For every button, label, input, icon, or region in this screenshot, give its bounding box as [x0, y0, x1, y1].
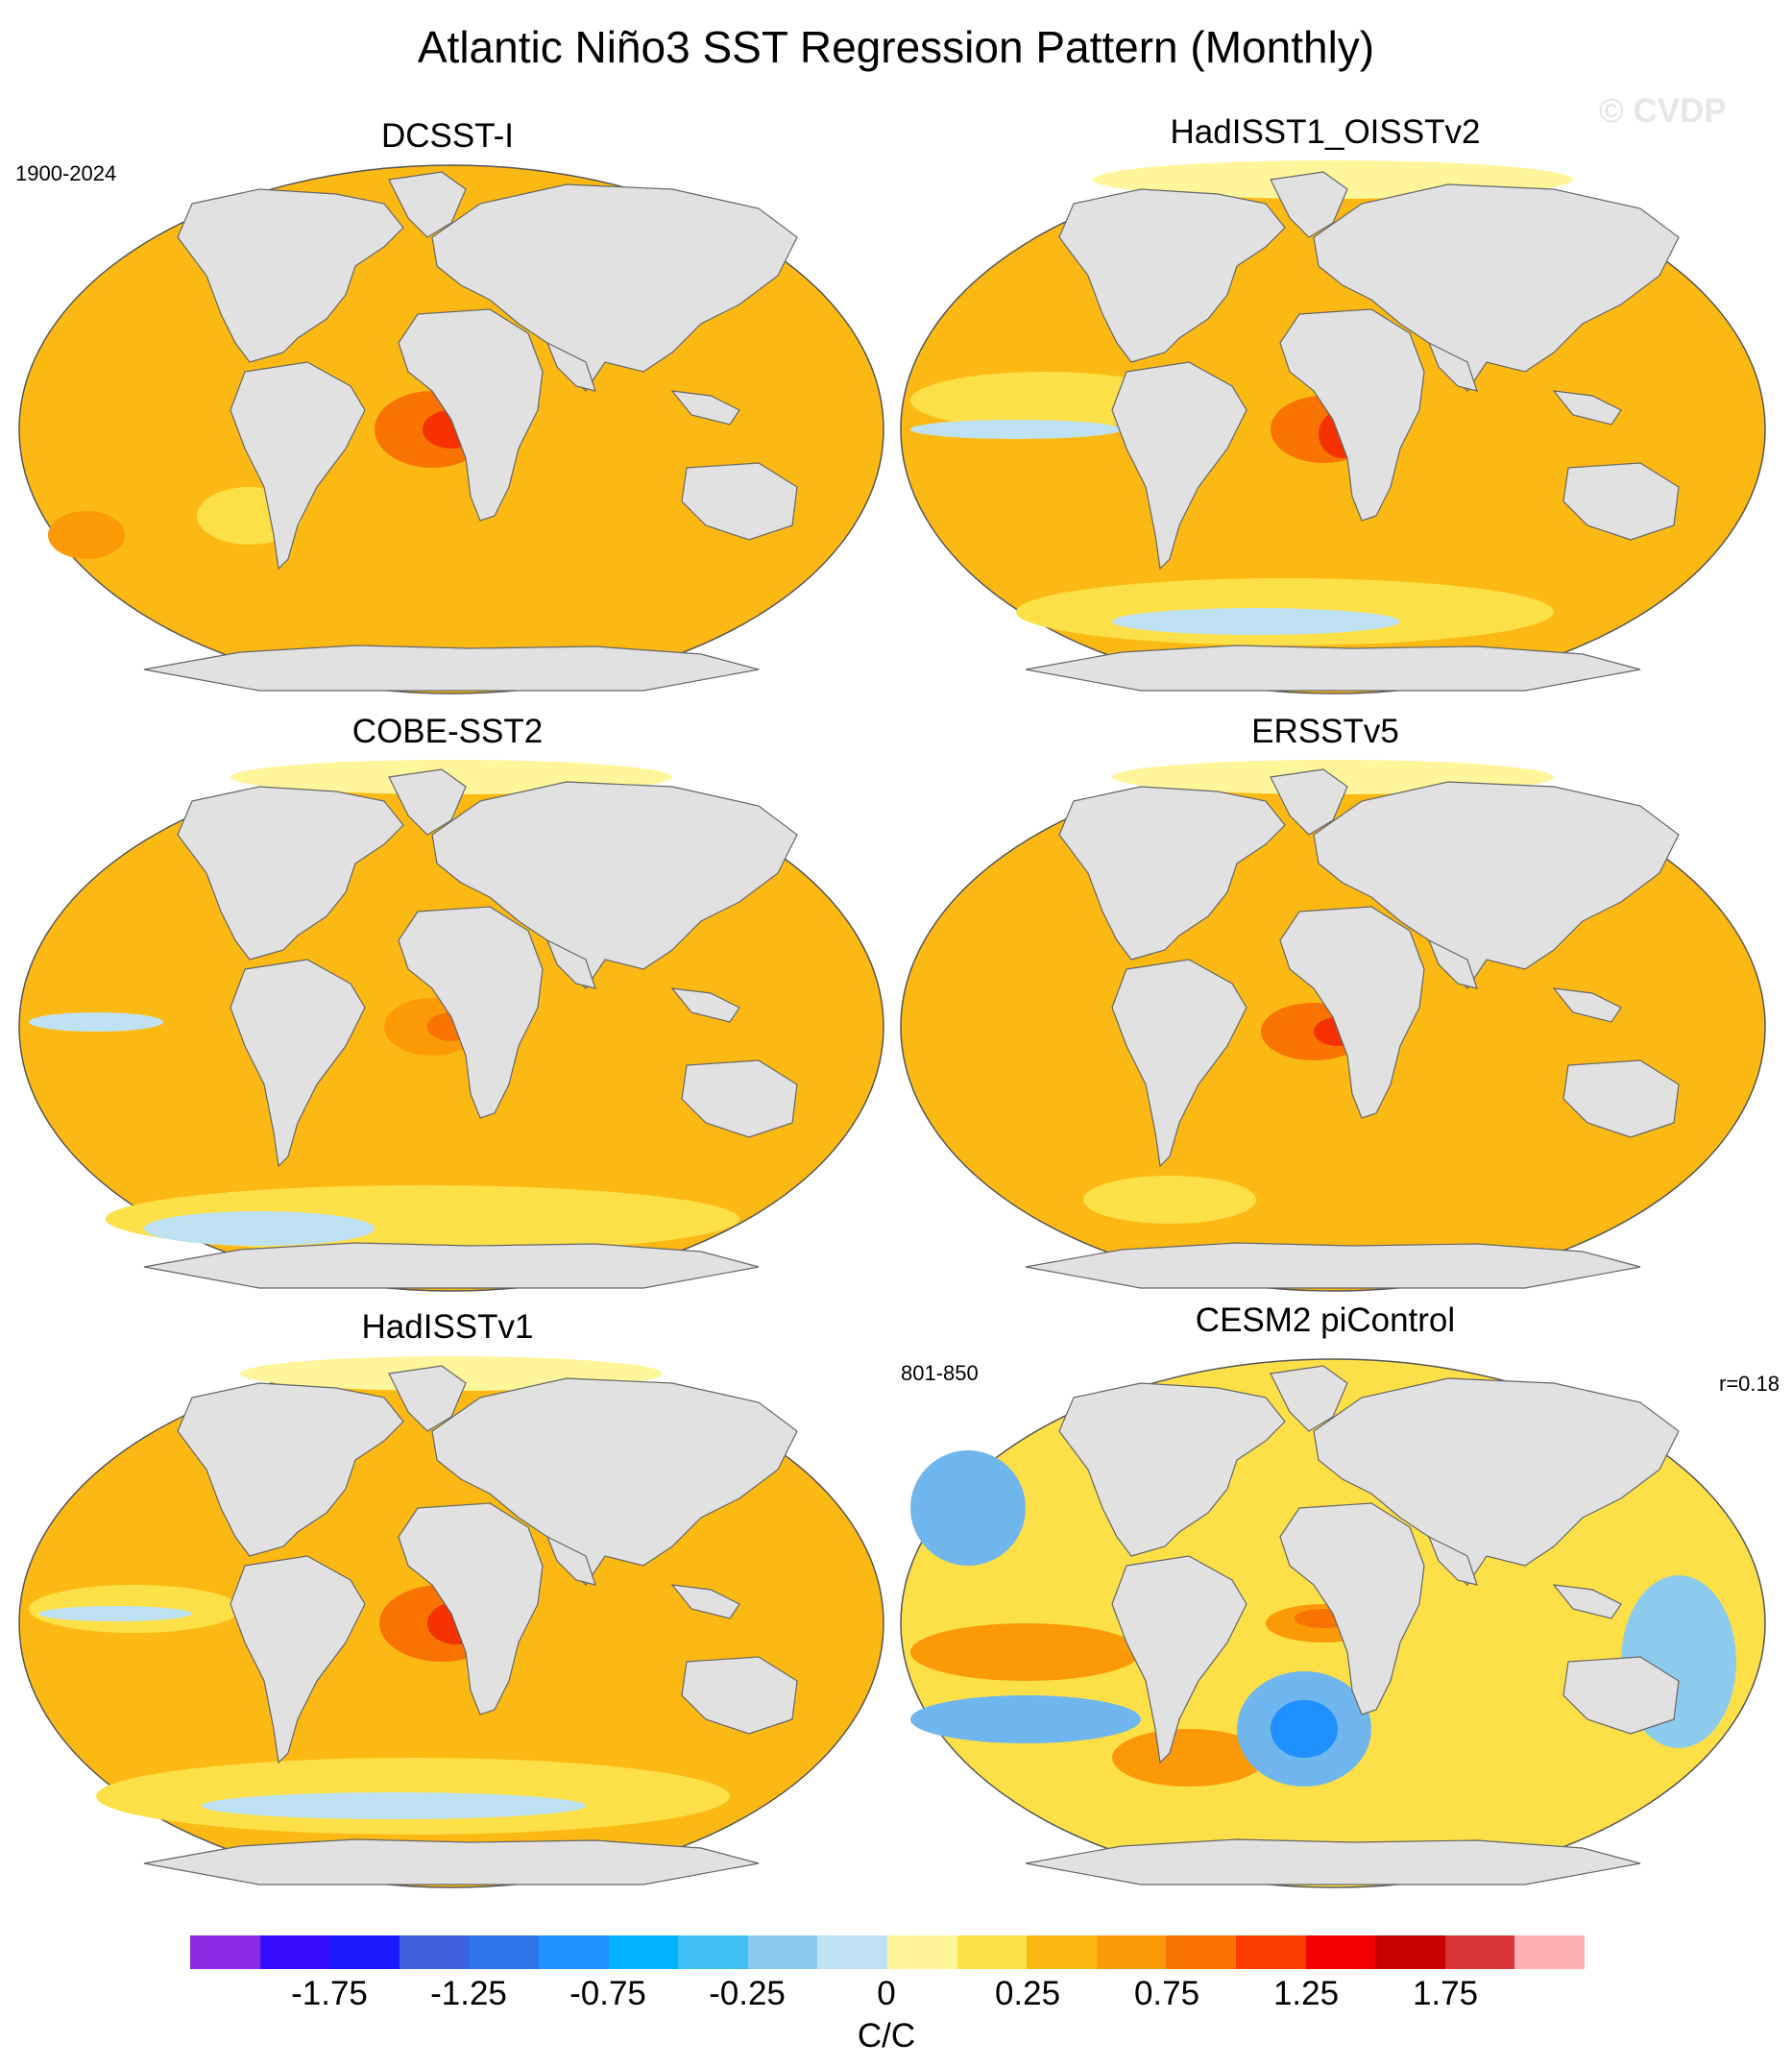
map-panel-hadisst1-oisstv2: [900, 160, 1766, 694]
colorbar-tick-label: 0.25: [994, 1975, 1061, 2012]
colorbar-tick-label: -1.25: [430, 1975, 507, 2012]
map-panel-dcsst: [18, 164, 884, 694]
panel-title-hadisstv1: HadISSTv1: [361, 1308, 534, 1346]
colorbar-swatch: [1235, 1935, 1306, 1969]
colorbar-swatch: [1096, 1935, 1167, 1969]
panel-title-dcsst: DCSST-I: [380, 117, 515, 155]
colorbar: [190, 1935, 1585, 1969]
colorbar-swatch: [329, 1935, 400, 1969]
colorbar-swatch: [678, 1935, 748, 1969]
colorbar-swatch: [538, 1935, 609, 1969]
panel-title-hadisst1-oisstv2: HadISST1_OISSTv2: [1170, 113, 1481, 151]
colorbar-swatch: [747, 1935, 818, 1969]
colorbar-tick-label: -0.75: [569, 1975, 646, 2012]
colorbar-swatch: [1375, 1935, 1445, 1969]
colorbar-tick-label: 0: [877, 1975, 896, 2012]
colorbar-swatch: [469, 1935, 539, 1969]
colorbar-tick-label: 1.25: [1272, 1975, 1340, 2012]
colorbar-swatch: [817, 1935, 887, 1969]
map-panel-cesm2-picontrol: [900, 1358, 1766, 1888]
map-panel-ersstv5: [900, 760, 1766, 1292]
map-panels: [18, 160, 1766, 1888]
map-panel-hadisstv1: [18, 1356, 884, 1888]
pattern-correlation-label: r=0.18: [1719, 1372, 1780, 1396]
colorbar-swatch: [1166, 1935, 1236, 1969]
colorbar-tick-label: 1.75: [1412, 1975, 1479, 2012]
panel-title-cobe-sst2: COBE-SST2: [351, 713, 544, 750]
colorbar-swatch: [957, 1935, 1028, 1969]
colorbar-swatch: [1514, 1935, 1585, 1969]
colorbar-swatch: [886, 1935, 957, 1969]
colorbar-swatch: [608, 1935, 679, 1969]
panel-title-cesm2-picontrol: CESM2 piControl: [1195, 1302, 1456, 1339]
colorbar-tick-label: -1.75: [291, 1975, 368, 2012]
colorbar-swatch: [399, 1935, 470, 1969]
panel-title-ersstv5: ERSSTv5: [1251, 713, 1399, 750]
colorbar-swatch: [259, 1935, 330, 1969]
period-label-obs: 1900-2024: [15, 161, 117, 185]
colorbar-tick-label: 0.75: [1133, 1975, 1200, 2012]
colorbar-swatch: [1305, 1935, 1376, 1969]
colorbar-swatch: [1027, 1935, 1097, 1969]
period-label-model: 801-850: [901, 1361, 979, 1385]
colorbar-swatch: [1444, 1935, 1515, 1969]
map-panel-cobe-sst2: [18, 760, 884, 1292]
colorbar-swatch: [190, 1935, 260, 1969]
colorbar-unit-label: C/C: [857, 2017, 916, 2055]
colorbar-tick-label: -0.25: [709, 1975, 786, 2012]
figure-title: Atlantic Niño3 SST Regression Pattern (M…: [417, 22, 1375, 72]
watermark: © CVDP: [1599, 92, 1727, 130]
